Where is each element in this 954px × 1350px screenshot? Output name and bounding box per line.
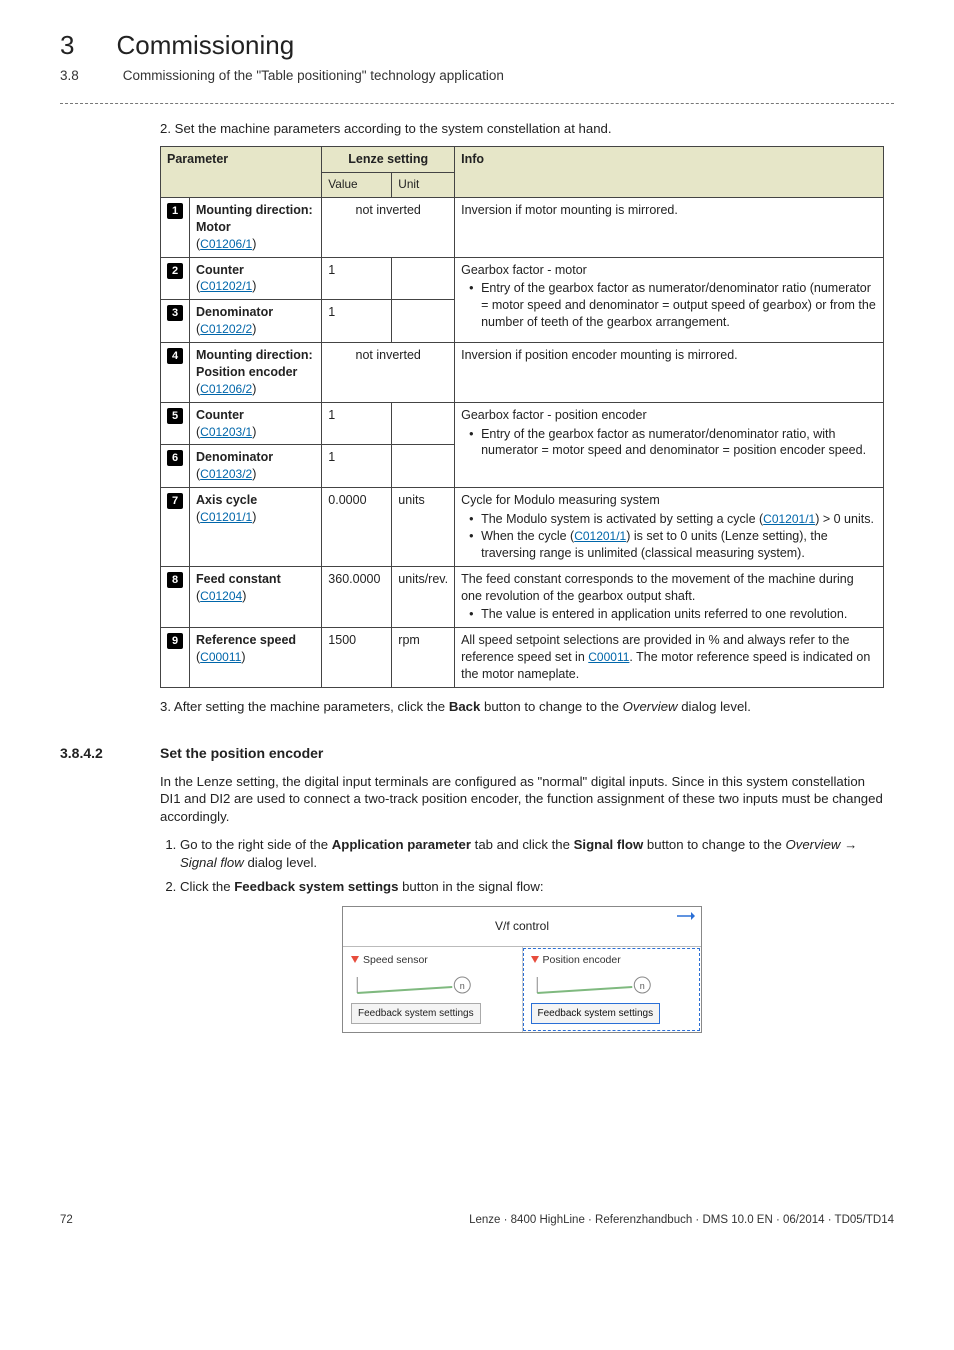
row-badge: 5	[161, 402, 190, 445]
subsection-title: Set the position encoder	[160, 744, 323, 763]
col-parameter: Parameter	[161, 147, 322, 198]
step3-prefix: 3. After setting the machine parameters,…	[160, 699, 449, 714]
table-row: 9Reference speed(C00011)1500rpmAll speed…	[161, 628, 884, 688]
col-lenze: Lenze setting	[322, 147, 455, 173]
code-link[interactable]: C01203/2	[200, 467, 252, 481]
footer-text: Lenze · 8400 HighLine · Referenzhandbuch…	[469, 1213, 894, 1229]
param-cell: Denominator(C01203/2)	[190, 445, 322, 488]
signal-flow-diagram: V/f control Speed sensor	[342, 906, 702, 1034]
arrow-right-icon	[677, 911, 695, 921]
param-cell: Denominator(C01202/2)	[190, 300, 322, 343]
param-cell: Counter(C01203/1)	[190, 402, 322, 445]
unit-cell	[392, 257, 455, 300]
subsection-number: 3.8.4.2	[60, 744, 124, 763]
position-encoder-label: Position encoder	[543, 953, 621, 967]
position-encoder-panel: Position encoder n Feedback system setti…	[522, 947, 702, 1033]
section-number: 3.8	[60, 67, 79, 85]
code-link[interactable]: C01201/1	[200, 510, 252, 524]
code-link[interactable]: C01204	[200, 589, 242, 603]
marker-icon	[531, 956, 539, 963]
table-row: 5Counter(C01203/1)1Gearbox factor - posi…	[161, 402, 884, 445]
unit-cell	[392, 445, 455, 488]
table-row: 4Mounting direction: Position encoder(C0…	[161, 343, 884, 403]
section-title: Commissioning of the "Table positioning"…	[123, 67, 504, 85]
page-number: 72	[60, 1213, 73, 1229]
value-cell: 1500	[322, 628, 392, 688]
code-link[interactable]: C01202/2	[200, 322, 252, 336]
value-cell: 1	[322, 402, 392, 445]
value-cell: 0.0000	[322, 488, 392, 567]
table-row: 8Feed constant(C01204)360.0000units/rev.…	[161, 566, 884, 628]
row-badge: 7	[161, 488, 190, 567]
unit-cell: units	[392, 488, 455, 567]
unit-cell	[392, 300, 455, 343]
info-cell: The feed constant corresponds to the mov…	[455, 566, 884, 628]
chapter-number: 3	[60, 28, 74, 63]
divider	[60, 103, 894, 104]
col-unit: Unit	[392, 173, 455, 198]
info-cell: Gearbox factor - position encoderEntry o…	[455, 402, 884, 488]
row-badge: 6	[161, 445, 190, 488]
unit-cell	[392, 402, 455, 445]
row-badge: 9	[161, 628, 190, 688]
param-cell: Reference speed(C00011)	[190, 628, 322, 688]
value-cell: 1	[322, 300, 392, 343]
param-cell: Counter(C01202/1)	[190, 257, 322, 300]
col-info: Info	[455, 147, 884, 198]
row-badge: 8	[161, 566, 190, 628]
value-cell: not inverted	[322, 343, 455, 403]
step3-suffix: dialog level.	[678, 699, 751, 714]
speed-sensor-panel: Speed sensor n Feedback system settings	[343, 947, 522, 1033]
feedback-settings-button-left[interactable]: Feedback system settings	[351, 1003, 481, 1025]
speed-sensor-label: Speed sensor	[363, 953, 428, 967]
table-row: 2Counter(C01202/1)1Gearbox factor - moto…	[161, 257, 884, 300]
step-3-text: 3. After setting the machine parameters,…	[160, 698, 884, 716]
table-row: 1Mounting direction: Motor(C01206/1)not …	[161, 197, 884, 257]
value-cell: not inverted	[322, 197, 455, 257]
info-cell: Inversion if motor mounting is mirrored.	[455, 197, 884, 257]
col-value: Value	[322, 173, 392, 198]
substep-2: Click the Feedback system settings butto…	[180, 878, 884, 896]
code-link[interactable]: C01206/1	[200, 237, 252, 251]
row-badge: 3	[161, 300, 190, 343]
marker-icon	[351, 956, 359, 963]
unit-cell: rpm	[392, 628, 455, 688]
position-encoder-graphic: n	[531, 973, 694, 997]
value-cell: 360.0000	[322, 566, 392, 628]
subsection-paragraph: In the Lenze setting, the digital input …	[160, 773, 884, 826]
code-link[interactable]: C00011	[200, 650, 241, 664]
overview-ref: Overview	[623, 699, 678, 714]
back-button-ref: Back	[449, 699, 481, 714]
info-cell: All speed setpoint selections are provid…	[455, 628, 884, 688]
svg-text:n: n	[460, 981, 465, 991]
row-badge: 4	[161, 343, 190, 403]
param-cell: Mounting direction: Motor(C01206/1)	[190, 197, 322, 257]
value-cell: 1	[322, 257, 392, 300]
step-2-text: 2. Set the machine parameters according …	[160, 120, 884, 138]
feedback-settings-button-right[interactable]: Feedback system settings	[531, 1003, 661, 1025]
info-cell: Inversion if position encoder mounting i…	[455, 343, 884, 403]
param-cell: Mounting direction: Position encoder(C01…	[190, 343, 322, 403]
unit-cell: units/rev.	[392, 566, 455, 628]
step3-mid: button to change to the	[480, 699, 622, 714]
table-row: 7Axis cycle(C01201/1)0.0000unitsCycle fo…	[161, 488, 884, 567]
param-cell: Axis cycle(C01201/1)	[190, 488, 322, 567]
diagram-title: V/f control	[495, 918, 549, 934]
info-cell: Gearbox factor - motorEntry of the gearb…	[455, 257, 884, 343]
code-link[interactable]: C01206/2	[200, 382, 252, 396]
code-link[interactable]: C01202/1	[200, 279, 252, 293]
parameters-table: Parameter Lenze setting Info Value Unit …	[160, 146, 884, 688]
chapter-title: Commissioning	[116, 28, 294, 63]
svg-text:n: n	[639, 981, 644, 991]
row-badge: 2	[161, 257, 190, 300]
code-link[interactable]: C01203/1	[200, 425, 252, 439]
row-badge: 1	[161, 197, 190, 257]
value-cell: 1	[322, 445, 392, 488]
speed-sensor-graphic: n	[351, 973, 514, 997]
substep-1: Go to the right side of the Application …	[180, 836, 884, 872]
info-cell: Cycle for Modulo measuring systemThe Mod…	[455, 488, 884, 567]
param-cell: Feed constant(C01204)	[190, 566, 322, 628]
